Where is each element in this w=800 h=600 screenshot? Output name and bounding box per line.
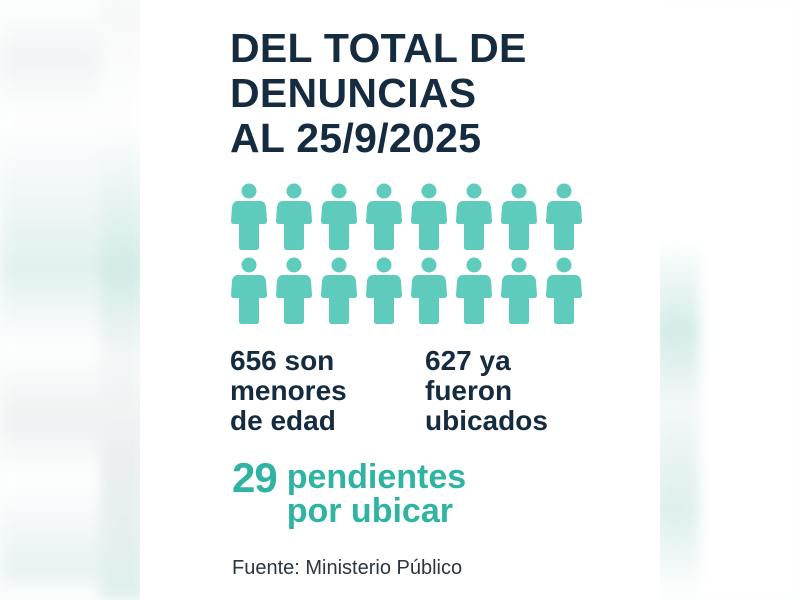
person-icon (316, 183, 361, 251)
infographic-title: DEL TOTAL DE DENUNCIAS AL 25/9/2025 (230, 26, 527, 161)
person-icon (451, 257, 496, 325)
pending-text: pendientes por ubicar (287, 460, 466, 528)
person-icon (361, 257, 406, 325)
title-line-2: DENUNCIAS (230, 70, 477, 116)
person-icon (271, 257, 316, 325)
person-icon (496, 257, 541, 325)
stat-minors-line-2: menores (230, 375, 347, 406)
person-icon (451, 183, 496, 251)
person-icon (496, 183, 541, 251)
pending-line-1: pendientes (286, 458, 467, 496)
stats-block: 656 son menores de edad 627 ya fueron ub… (230, 346, 590, 436)
source-credit: Fuente: Ministerio Público (232, 557, 463, 579)
person-icon (361, 183, 406, 251)
pending-number: 29 (232, 454, 278, 501)
person-icon-row (226, 183, 586, 251)
stat-minors: 656 son menores de edad (230, 346, 425, 436)
title-line-3: AL 25/9/2025 (230, 115, 482, 161)
person-icon (226, 257, 271, 325)
person-icon-grid (226, 183, 586, 331)
stat-minors-line-1: 656 son (230, 345, 335, 376)
person-icon-row (226, 257, 586, 325)
blurred-background-left (0, 0, 146, 600)
person-icon (541, 183, 586, 251)
pending-line-2: por ubicar (286, 492, 453, 530)
person-icon (316, 257, 361, 325)
person-icon (271, 183, 316, 251)
stat-minors-line-3: de edad (230, 405, 336, 436)
stat-located-line-3: ubicados (425, 405, 548, 436)
blurred-background-right (654, 0, 800, 600)
person-icon (406, 257, 451, 325)
person-icon (541, 257, 586, 325)
person-icon (406, 183, 451, 251)
person-icon (226, 183, 271, 251)
title-line-1: DEL TOTAL DE (230, 25, 527, 71)
stat-located-line-1: 627 ya (425, 345, 511, 376)
infographic-card: DEL TOTAL DE DENUNCIAS AL 25/9/2025 656 … (140, 0, 660, 600)
pending-block: 29 pendientes por ubicar (232, 454, 466, 529)
stat-located-line-2: fueron (425, 375, 513, 406)
stat-located: 627 ya fueron ubicados (425, 346, 548, 436)
